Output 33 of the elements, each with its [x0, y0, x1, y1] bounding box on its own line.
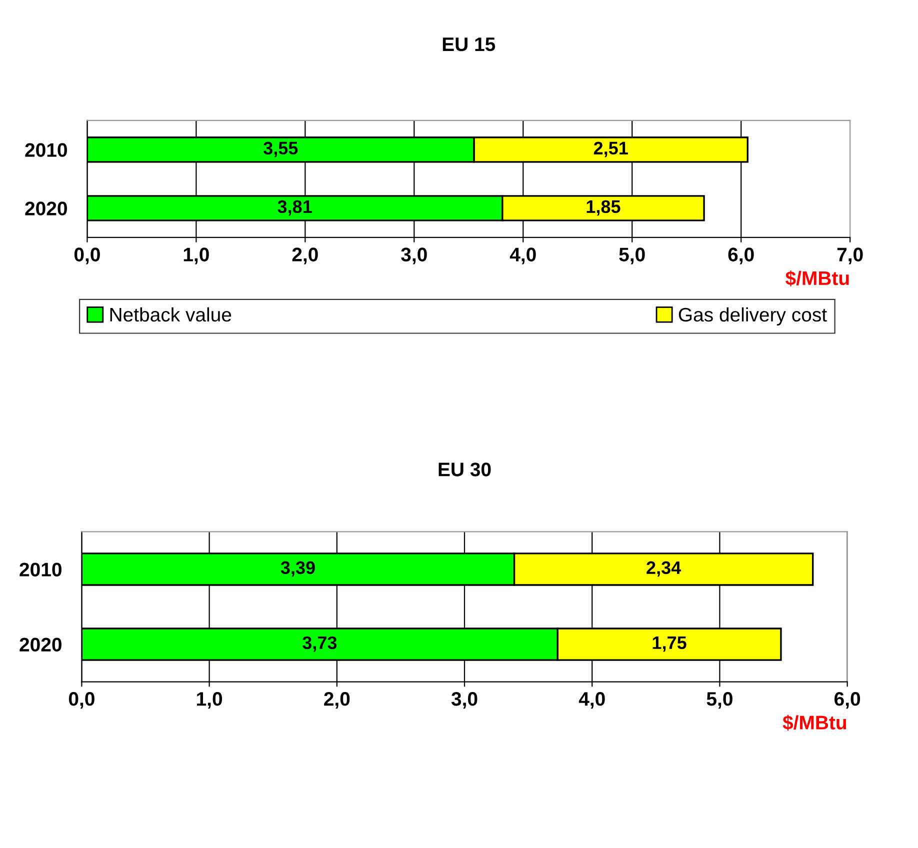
y-tick-label: 2020 [20, 638, 62, 652]
x-tick-label: 6,0 [834, 692, 860, 709]
x-tick-label: 3,0 [401, 248, 427, 264]
data-label: 3,81 [278, 200, 312, 216]
data-label: 3,73 [302, 636, 337, 652]
x-axis-title: $/MBtu [786, 270, 849, 286]
data-label: 3,55 [263, 142, 298, 158]
data-label: 1,75 [652, 636, 686, 652]
chart-title: EU 30 [438, 462, 491, 476]
x-tick-label: 1,0 [184, 248, 209, 264]
data-label: 2,34 [646, 561, 682, 577]
x-tick-label: 5,0 [706, 692, 732, 709]
x-tick-label: 7,0 [837, 248, 863, 264]
x-tick-label: 1,0 [197, 692, 222, 709]
x-tick-label: 4,0 [578, 692, 605, 709]
x-tick-label: 2,0 [324, 692, 350, 709]
x-tick-label: 3,0 [451, 692, 478, 709]
data-label: 2,51 [594, 142, 628, 158]
y-tick-label: 2020 [25, 202, 67, 216]
data-label: 1,85 [586, 200, 620, 216]
x-tick-label: 0,0 [68, 692, 94, 709]
y-tick-label: 2010 [25, 143, 67, 157]
data-label: 3,39 [280, 561, 315, 577]
x-tick-label: 6,0 [728, 248, 754, 264]
chart-title: EU 15 [442, 38, 496, 52]
legend-label: Gas delivery cost [678, 307, 827, 326]
y-tick-label: 2010 [20, 562, 62, 576]
legend-label: Netback value [110, 307, 232, 322]
x-tick-label: 5,0 [619, 248, 645, 264]
x-tick-label: 4,0 [510, 248, 536, 264]
x-axis-title: $/MBtu [782, 714, 846, 731]
x-tick-label: 2,0 [292, 248, 318, 264]
x-tick-label: 0,0 [74, 248, 100, 264]
